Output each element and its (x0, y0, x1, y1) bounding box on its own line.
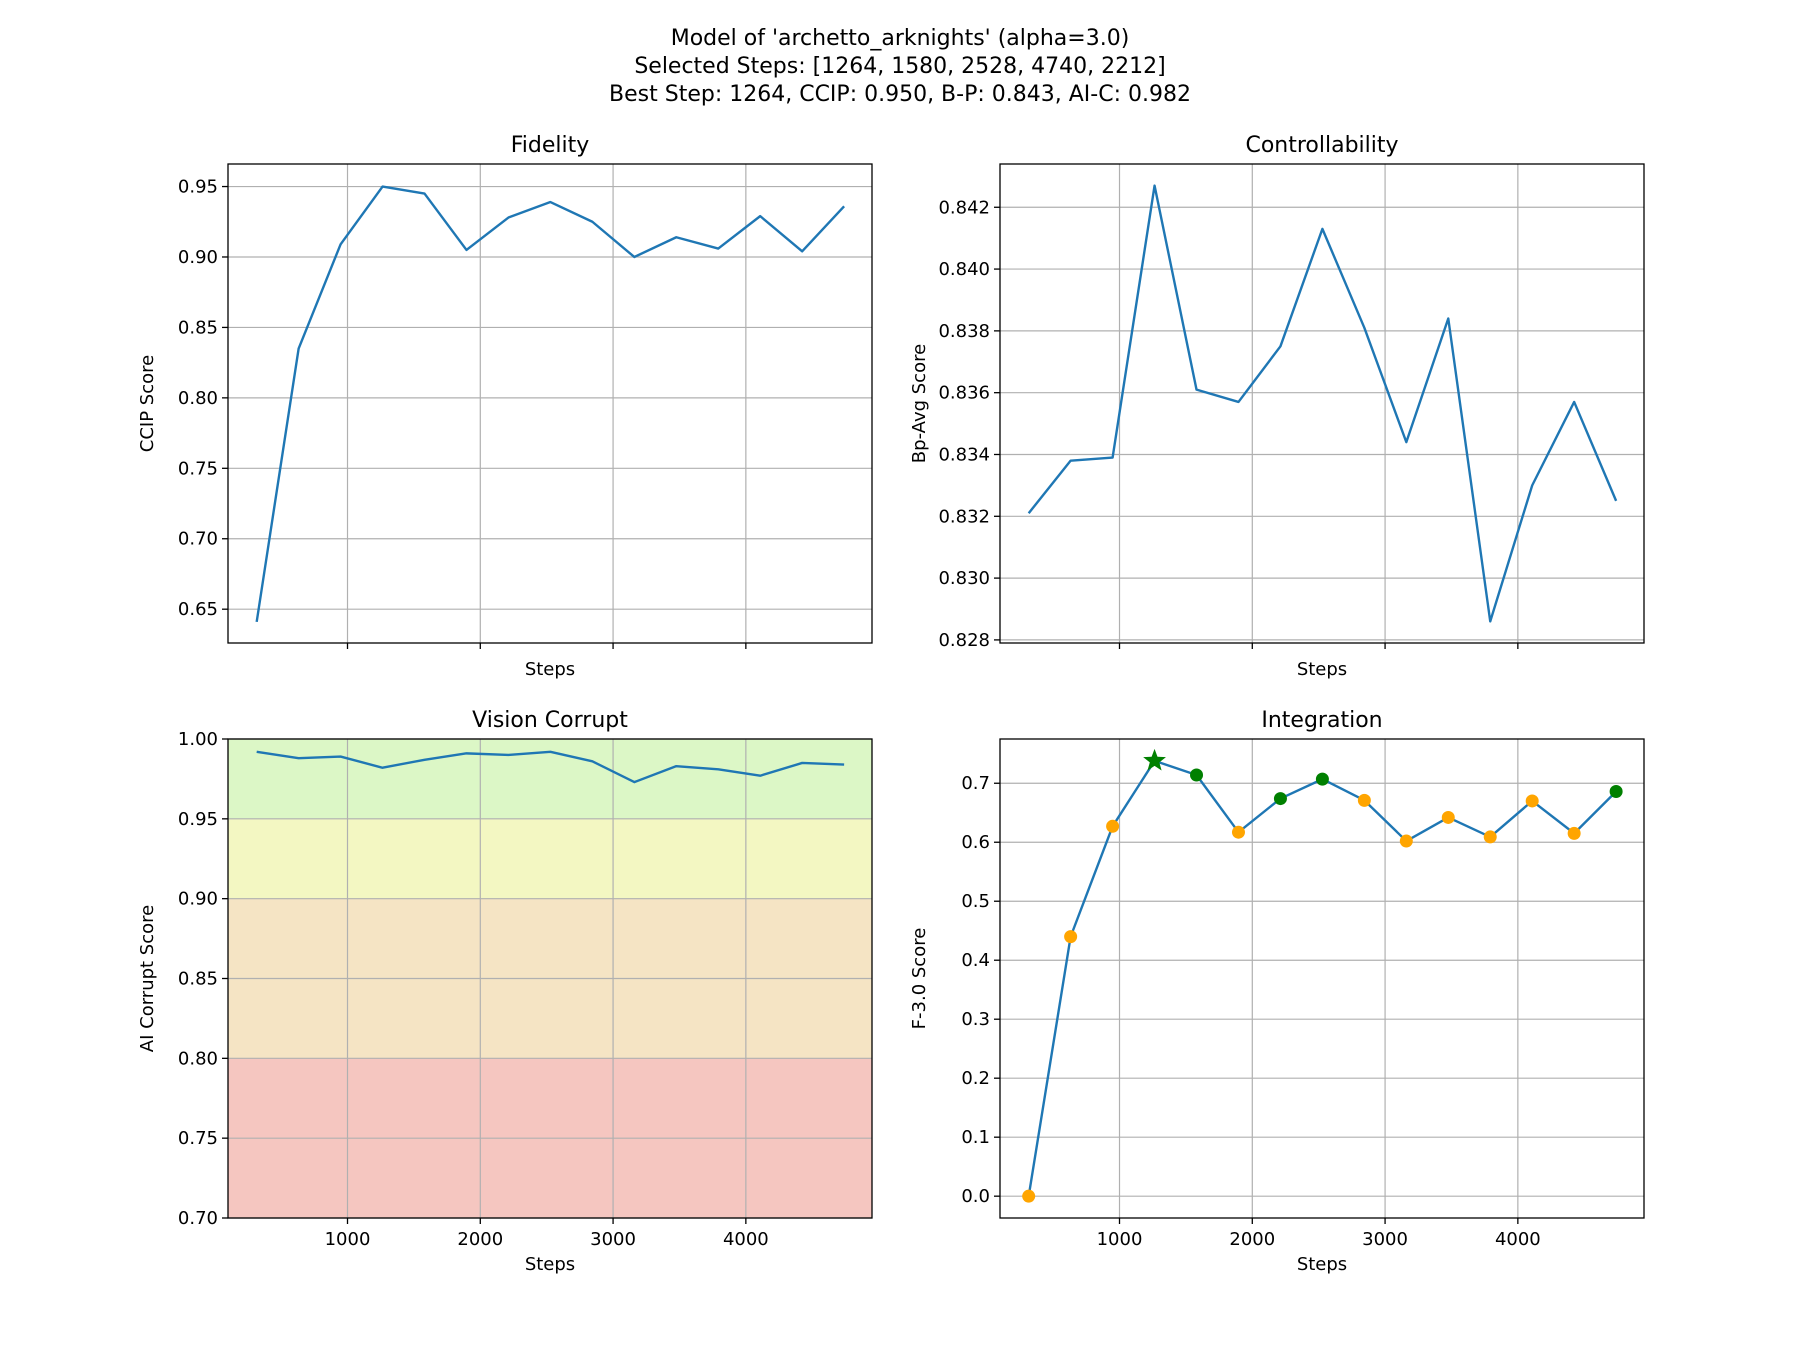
integration-ytick-label-0: 0.0 (961, 1186, 990, 1207)
integration-title: Integration (1261, 708, 1382, 733)
controllability-series-line (1027, 184, 1618, 623)
vision-corrupt-ytick-label-3: 0.85 (178, 969, 218, 990)
integration-ytick-label-7: 0.7 (961, 773, 990, 794)
vision-corrupt-ytick-label-1: 0.75 (178, 1128, 218, 1149)
vision-corrupt-title: Vision Corrupt (472, 708, 628, 733)
integration-point-marker-10 (1441, 810, 1455, 824)
integration-ytick-label-5: 0.5 (961, 891, 990, 912)
controllability-ytick-label-2: 0.832 (938, 506, 990, 527)
vision-corrupt-ytick-label-2: 0.80 (178, 1048, 218, 1069)
vision-corrupt-ytick-label-4: 0.90 (178, 889, 218, 910)
figure-title-line-3: Best Step: 1264, CCIP: 0.950, B-P: 0.843… (609, 82, 1191, 107)
integration-ytick-label-4: 0.4 (961, 950, 990, 971)
integration-point-marker-13 (1567, 826, 1581, 840)
vision-corrupt-band-2 (228, 818, 872, 899)
vision-corrupt-xtick-label-0: 1000 (325, 1229, 371, 1250)
vision-corrupt-xtick-label-2: 3000 (590, 1229, 636, 1250)
fidelity-title: Fidelity (511, 133, 590, 158)
integration-xtick-label-3: 4000 (1495, 1229, 1541, 1250)
integration-point-marker-12 (1525, 794, 1539, 808)
vision-corrupt-xlabel: Steps (525, 1254, 575, 1275)
fidelity-ytick-label-2: 0.75 (178, 458, 218, 479)
vision-corrupt-xtick-label-3: 4000 (723, 1229, 769, 1250)
integration-selected-marker-6 (1273, 792, 1287, 806)
figure-title-line-2: Selected Steps: [1264, 1580, 2528, 4740,… (634, 54, 1165, 79)
controllability-ytick-label-1: 0.830 (938, 568, 990, 589)
integration-point-marker-1 (1064, 930, 1078, 944)
vision-corrupt-ytick-label-5: 0.95 (178, 809, 218, 830)
controllability-xlabel: Steps (1297, 659, 1347, 680)
fidelity-ytick-label-6: 0.95 (178, 177, 218, 198)
integration-selected-marker-14 (1609, 785, 1623, 799)
integration-xlabel: Steps (1297, 1254, 1347, 1275)
figure-title-line-1: Model of 'archetto_arknights' (alpha=3.0… (671, 26, 1130, 51)
vision-corrupt-panel: 1000 2000 3000 4000 0.70 0.75 0.80 0.85 0.90 0.95… (137, 708, 873, 1275)
integration-point-marker-8 (1357, 793, 1371, 807)
integration-selected-marker-4 (1190, 768, 1204, 782)
integration-point-marker-5 (1231, 825, 1245, 839)
integration-point-marker-9 (1399, 834, 1413, 848)
fidelity-panel: 0.65 0.70 0.75 0.80 0.85 0.90 0.95 Fidelity Step… (137, 133, 873, 680)
controllability-panel: 0.828 0.830 0.832 0.834 0.836 0.838 0.840 0.842… (909, 133, 1645, 680)
integration-panel: 1000 2000 3000 4000 0.0 0.1 0.2 0.3 0.4 0.5 0.6 0.7… (909, 708, 1645, 1275)
integration-xtick-label-2: 3000 (1362, 1229, 1408, 1250)
fidelity-xlabel: Steps (525, 659, 575, 680)
integration-point-marker-0 (1022, 1189, 1036, 1203)
controllability-ytick-label-0: 0.828 (938, 630, 990, 651)
controllability-ylabel: Bp-Avg Score (909, 344, 930, 463)
fidelity-ylabel: CCIP Score (137, 355, 158, 452)
controllability-ytick-label-3: 0.834 (938, 444, 990, 465)
controllability-axes-frame (999, 163, 1645, 644)
integration-selected-marker-7 (1315, 772, 1329, 786)
integration-point-marker-2 (1106, 819, 1120, 833)
controllability-ytick-label-4: 0.836 (938, 383, 990, 404)
vision-corrupt-ylabel: AI Corrupt Score (137, 905, 158, 1052)
integration-ytick-label-3: 0.3 (961, 1009, 990, 1030)
controllability-ytick-label-6: 0.840 (938, 259, 990, 280)
integration-ytick-label-2: 0.2 (961, 1068, 990, 1089)
fidelity-ytick-label-3: 0.80 (178, 388, 218, 409)
integration-axes-frame (999, 738, 1645, 1219)
integration-point-marker-11 (1483, 830, 1497, 844)
vision-corrupt-xtick-label-1: 2000 (457, 1229, 503, 1250)
fidelity-axes-frame (227, 163, 873, 644)
fidelity-series-line (255, 185, 845, 623)
controllability-ytick-label-5: 0.838 (938, 321, 990, 342)
integration-xtick-label-1: 2000 (1229, 1229, 1275, 1250)
vision-corrupt-ytick-label-6: 1.00 (178, 729, 218, 750)
fidelity-ytick-label-5: 0.90 (178, 247, 218, 268)
integration-xtick-label-0: 1000 (1097, 1229, 1143, 1250)
integration-ylabel: F-3.0 Score (909, 928, 930, 1030)
vision-corrupt-ytick-label-0: 0.70 (178, 1208, 218, 1229)
integration-best-marker (1143, 748, 1166, 771)
controllability-title: Controllability (1245, 133, 1398, 158)
fidelity-ytick-label-0: 0.65 (178, 599, 218, 620)
fidelity-ytick-label-1: 0.70 (178, 529, 218, 550)
integration-ytick-label-6: 0.6 (961, 832, 990, 853)
fidelity-ytick-label-4: 0.85 (178, 317, 218, 338)
vision-corrupt-series-line (256, 750, 845, 784)
integration-ytick-label-1: 0.1 (961, 1127, 990, 1148)
controllability-ytick-label-7: 0.842 (938, 197, 990, 218)
